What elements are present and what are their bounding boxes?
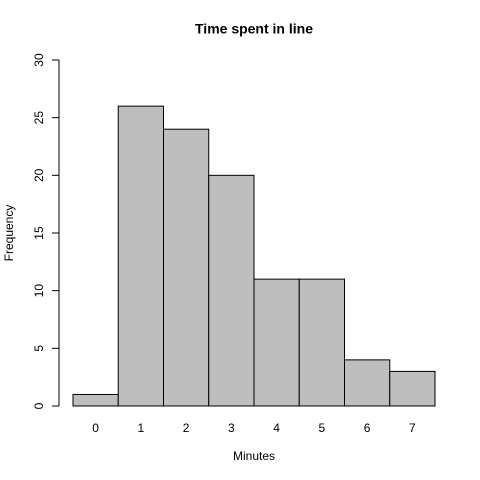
- x-tick-label: 3: [228, 421, 235, 435]
- y-tick-label: 5: [32, 345, 46, 352]
- bar: [163, 128, 210, 407]
- x-tick-label: 0: [92, 421, 99, 435]
- y-tick-label: 25: [32, 111, 46, 125]
- x-tick-label: 5: [319, 421, 326, 435]
- y-tick-label: 0: [32, 402, 46, 409]
- x-tick-label: 2: [183, 421, 190, 435]
- y-tick-label: 15: [32, 226, 46, 240]
- y-axis-label: Frequency: [2, 205, 16, 262]
- bar: [72, 393, 119, 407]
- bar: [208, 174, 255, 407]
- x-tick-label: 6: [364, 421, 371, 435]
- x-tick-label: 4: [273, 421, 280, 435]
- bar: [298, 278, 345, 407]
- x-tick-label: 7: [409, 421, 416, 435]
- y-tick-label: 20: [32, 168, 46, 182]
- y-tick-label: 10: [32, 284, 46, 298]
- y-tick-label: 30: [32, 53, 46, 67]
- bar: [389, 370, 436, 407]
- bar: [344, 359, 391, 407]
- x-tick-label: 1: [138, 421, 145, 435]
- bar: [117, 105, 164, 407]
- bar: [253, 278, 300, 407]
- chart-title: Time spent in line: [195, 21, 313, 37]
- x-axis-label: Minutes: [233, 449, 275, 463]
